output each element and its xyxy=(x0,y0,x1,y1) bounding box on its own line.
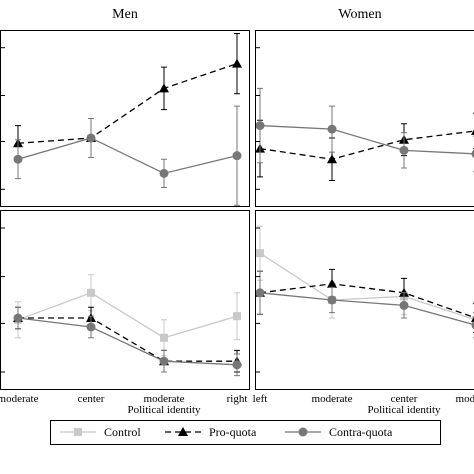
marker xyxy=(160,333,168,342)
marker xyxy=(327,278,337,288)
marker xyxy=(471,316,474,322)
marker xyxy=(255,288,265,298)
panel-plot xyxy=(13,33,242,206)
x-tick-label: moderate xyxy=(144,393,185,405)
panel-plot xyxy=(13,274,242,377)
marker xyxy=(399,145,409,155)
marker xyxy=(256,249,264,258)
panel-title: Men xyxy=(112,7,138,22)
marker xyxy=(233,312,241,321)
x-tick-label: center xyxy=(391,393,418,405)
marker xyxy=(86,133,96,143)
panel-frame xyxy=(255,210,474,390)
series-line xyxy=(259,252,474,320)
marker xyxy=(327,124,337,134)
series-line xyxy=(17,317,238,366)
x-tick-label: left xyxy=(253,393,268,405)
series-line xyxy=(259,283,474,318)
series-line xyxy=(18,317,237,362)
marker xyxy=(327,295,337,305)
series-line xyxy=(259,292,474,326)
marker xyxy=(232,58,242,68)
legend-box xyxy=(50,420,441,445)
x-tick-label: right xyxy=(227,393,248,405)
panel-frame xyxy=(0,210,250,390)
marker xyxy=(327,154,337,164)
x-tick-label: moderate xyxy=(0,393,39,405)
series-line xyxy=(259,130,474,160)
marker xyxy=(232,151,242,161)
legend-label: Pro-quota xyxy=(209,425,257,439)
marker xyxy=(178,427,188,436)
series-line xyxy=(17,137,238,175)
marker xyxy=(159,83,169,93)
legend-label: Control xyxy=(104,425,141,439)
panel-plot xyxy=(255,225,474,339)
marker xyxy=(232,360,242,370)
marker xyxy=(13,154,23,164)
marker xyxy=(471,321,474,330)
series-line xyxy=(259,124,474,155)
x-axis-label: Political identity xyxy=(367,404,441,416)
legend-label: Contra-quota xyxy=(329,425,393,439)
marker xyxy=(471,149,474,158)
marker xyxy=(74,428,82,436)
x-axis-label: Political identity xyxy=(127,404,201,416)
x-tick-label: center xyxy=(78,393,105,405)
marker xyxy=(86,322,96,332)
panel-frame xyxy=(255,30,474,207)
marker xyxy=(298,427,308,437)
series-line xyxy=(17,292,238,339)
x-tick-label: moderate xyxy=(456,393,474,405)
marker xyxy=(159,356,169,366)
panel-plot xyxy=(255,87,474,181)
marker xyxy=(13,313,23,323)
marker xyxy=(471,129,474,135)
marker xyxy=(399,300,409,310)
marker xyxy=(159,168,169,178)
panel-title: Women xyxy=(338,7,381,22)
marker xyxy=(255,121,265,131)
panel-frame xyxy=(0,30,250,207)
marker xyxy=(87,288,95,297)
x-tick-label: moderate xyxy=(312,393,353,405)
